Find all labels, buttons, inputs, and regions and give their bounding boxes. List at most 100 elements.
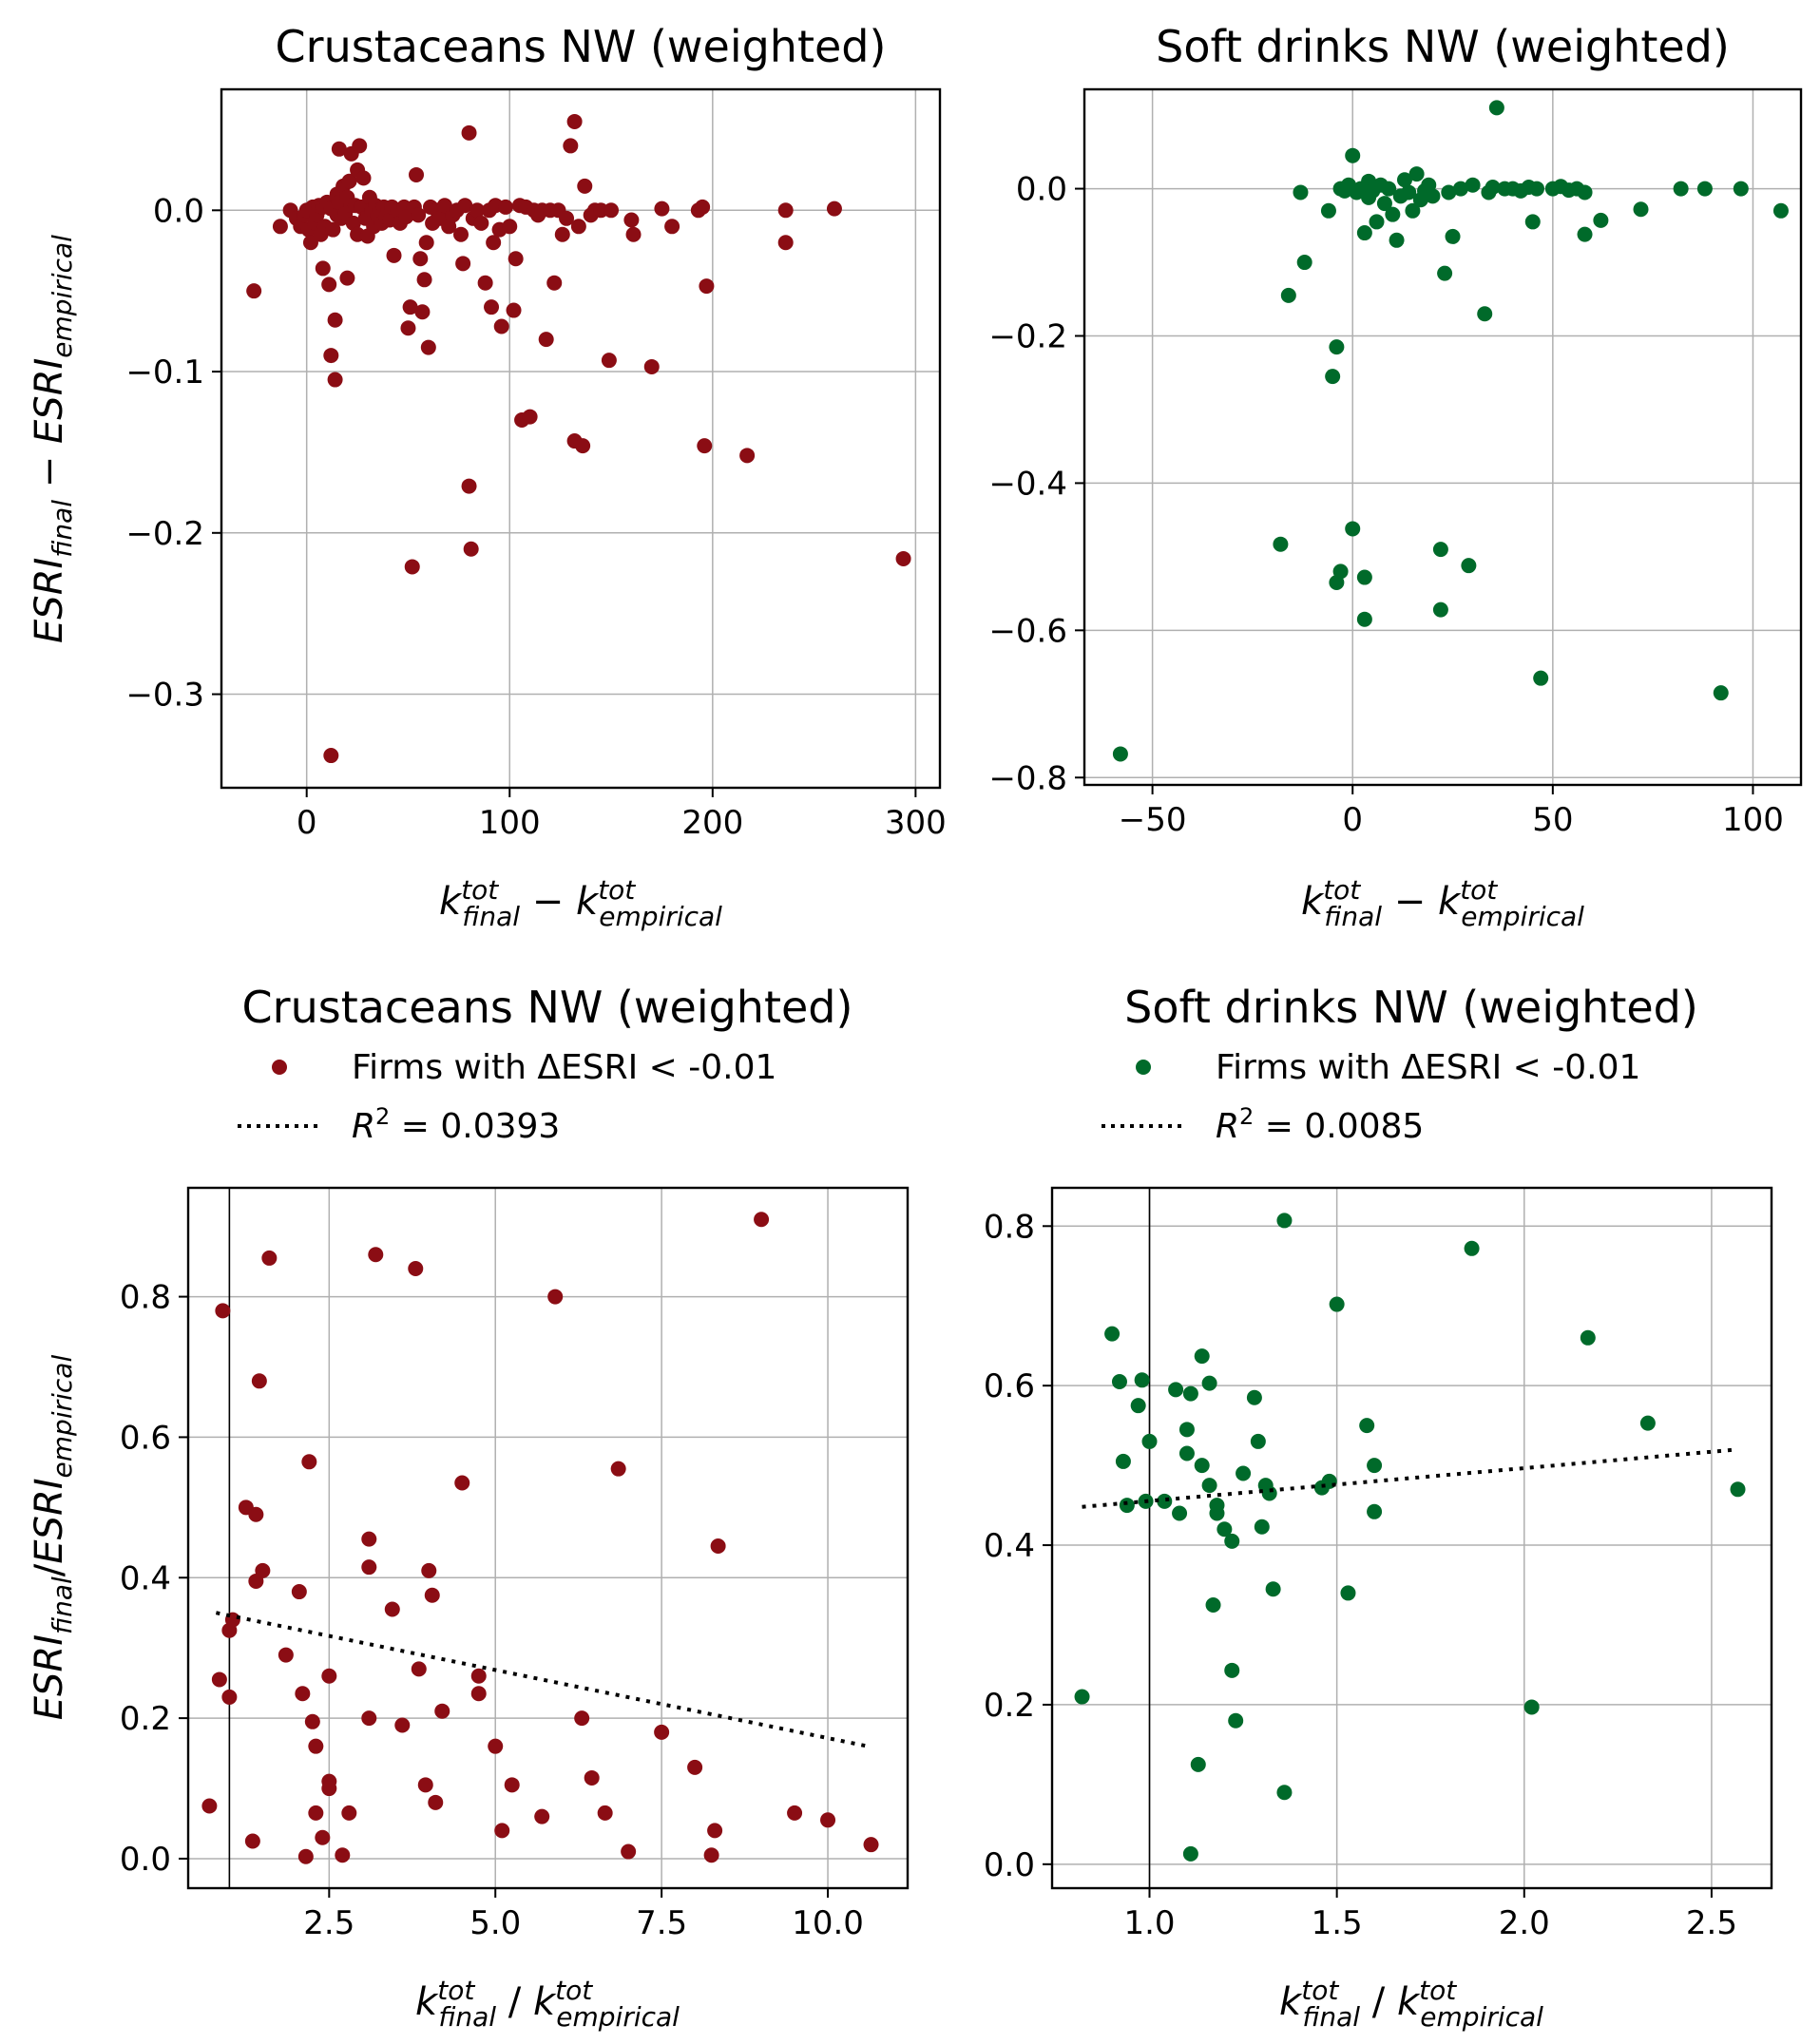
data-point xyxy=(301,1454,317,1470)
data-point xyxy=(1385,206,1401,222)
data-point xyxy=(493,318,509,334)
data-point xyxy=(331,141,347,157)
y-tick-label: 0.4 xyxy=(984,1527,1035,1565)
data-point xyxy=(411,207,427,223)
data-point xyxy=(695,199,711,215)
data-point xyxy=(508,251,524,267)
data-point xyxy=(361,1531,377,1547)
data-point xyxy=(384,1601,400,1617)
data-point xyxy=(625,226,642,242)
data-point xyxy=(739,448,756,464)
data-point xyxy=(1396,172,1412,188)
data-point xyxy=(246,283,262,299)
data-point xyxy=(321,1668,337,1684)
data-point xyxy=(522,409,538,425)
data-point xyxy=(221,1689,238,1705)
data-point xyxy=(610,1461,626,1477)
data-point xyxy=(417,1777,433,1793)
data-point xyxy=(244,1833,260,1849)
data-point xyxy=(710,1538,726,1555)
data-point xyxy=(699,278,715,295)
data-point xyxy=(1356,611,1372,627)
data-point xyxy=(1477,306,1493,322)
y-tick-label: 0.0 xyxy=(120,1841,171,1879)
data-point xyxy=(1356,225,1372,241)
x-tick-label: 2.5 xyxy=(1686,1904,1737,1942)
data-point xyxy=(278,1647,294,1663)
data-point xyxy=(1111,1373,1127,1389)
data-point xyxy=(477,275,493,291)
data-point xyxy=(1280,287,1296,303)
panel-crustaceans-difference: Crustaceans NW (weighted) 0 100 200 300 0.0 −… xyxy=(28,21,947,932)
data-point xyxy=(355,170,372,186)
data-point xyxy=(1246,1389,1262,1405)
data-point xyxy=(1276,1213,1293,1229)
data-point xyxy=(494,1823,510,1839)
data-point xyxy=(1194,1348,1210,1365)
legend-label-r2: R2 = 0.0393 xyxy=(352,1103,560,1146)
data-point xyxy=(777,235,794,251)
x-tick-label: 0 xyxy=(297,804,317,842)
legend-marker-dot xyxy=(272,1060,287,1075)
data-point xyxy=(361,1559,377,1576)
data-point xyxy=(1401,184,1417,201)
data-point xyxy=(453,226,469,242)
data-point xyxy=(863,1837,879,1853)
data-point xyxy=(473,215,489,231)
data-point xyxy=(1273,536,1289,552)
data-point xyxy=(826,201,842,217)
data-point xyxy=(1461,558,1477,574)
data-point xyxy=(566,113,583,129)
x-axis-label: ktot final / ktot empirical xyxy=(415,1975,680,2033)
y-tick-label: 0.0 xyxy=(984,1846,1035,1884)
x-tick-label: 5.0 xyxy=(469,1904,521,1942)
data-point xyxy=(1533,670,1549,686)
data-point xyxy=(1190,1756,1206,1772)
data-point xyxy=(574,1710,590,1727)
data-point xyxy=(1141,1433,1158,1449)
data-point xyxy=(325,221,341,238)
data-point xyxy=(1485,180,1501,196)
x-tick-label: 0 xyxy=(1342,801,1363,839)
data-point xyxy=(1254,1519,1270,1535)
data-point xyxy=(470,1668,487,1684)
data-point xyxy=(654,201,670,217)
y-tick-label: −0.3 xyxy=(125,677,204,715)
data-point xyxy=(1261,1485,1277,1501)
legend-label-firms: Firms with ΔESRI < -0.01 xyxy=(1216,1048,1640,1087)
data-point xyxy=(215,1303,231,1319)
data-point xyxy=(654,1724,670,1740)
data-point xyxy=(1224,1662,1240,1678)
data-point xyxy=(534,1808,550,1824)
data-point xyxy=(1528,181,1544,197)
data-point xyxy=(1633,201,1649,218)
data-point xyxy=(1445,228,1461,244)
x-tick-label: 100 xyxy=(479,804,541,842)
data-point xyxy=(687,1759,703,1775)
data-point xyxy=(1730,1481,1746,1498)
data-point xyxy=(1178,1445,1195,1461)
plot-frame xyxy=(1050,1186,1773,1890)
data-point xyxy=(486,235,502,251)
data-point xyxy=(1209,1498,1225,1514)
data-point xyxy=(1119,1498,1135,1514)
data-point xyxy=(538,332,554,348)
trend-line xyxy=(1082,1447,1738,1509)
data-point xyxy=(394,1717,411,1733)
data-point xyxy=(321,277,337,293)
data-point xyxy=(1112,746,1128,762)
data-point xyxy=(248,1506,264,1522)
data-point xyxy=(1376,196,1392,212)
x-axis-label: ktot final / ktot empirical xyxy=(1279,1975,1543,2033)
data-point xyxy=(361,1710,377,1727)
data-point xyxy=(272,219,288,235)
data-point xyxy=(315,260,331,277)
data-point xyxy=(1332,564,1349,580)
y-tick-label: −0.1 xyxy=(125,353,204,392)
data-point xyxy=(201,1798,218,1814)
data-point xyxy=(1157,1493,1173,1509)
data-point xyxy=(703,1847,719,1863)
data-point xyxy=(1182,1385,1198,1402)
y-tick-label: −0.2 xyxy=(988,317,1067,355)
